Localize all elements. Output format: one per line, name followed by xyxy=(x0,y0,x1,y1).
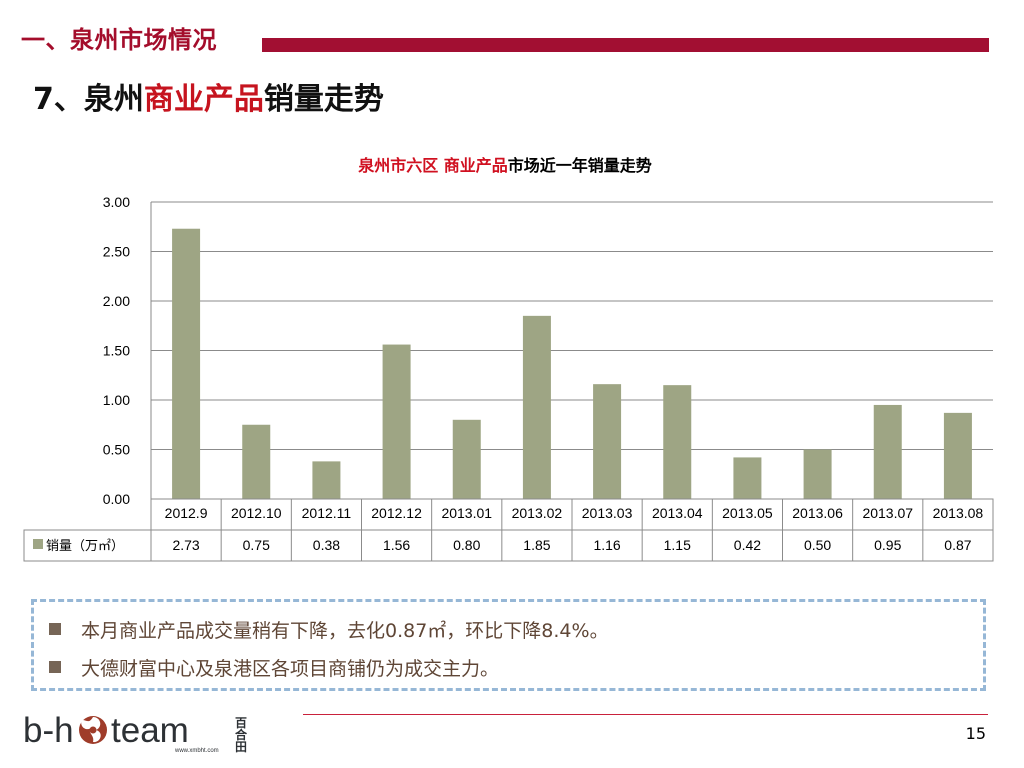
data-table-value: 0.95 xyxy=(874,537,901,553)
bar xyxy=(522,315,551,499)
data-table-value: 1.16 xyxy=(593,537,620,553)
x-tick-label: 2013.05 xyxy=(722,505,773,521)
bar xyxy=(593,384,622,499)
x-tick-label: 2013.04 xyxy=(652,505,703,521)
chart-title: 泉州市六区 商业产品市场近一年销量走势 xyxy=(160,154,850,178)
bar xyxy=(452,419,481,499)
note-text: 本月商业产品成交量稍有下降，去化0.87㎡，环比下降8.4%。 xyxy=(81,620,609,642)
notes-box: 本月商业产品成交量稍有下降，去化0.87㎡，环比下降8.4%。 大德财富中心及泉… xyxy=(31,599,986,691)
legend-swatch xyxy=(33,539,43,549)
x-tick-label: 2012.9 xyxy=(165,505,208,521)
section-title: 一、泉州市场情况 xyxy=(21,26,217,54)
x-tick-label: 2013.03 xyxy=(582,505,633,521)
x-tick-label: 2013.01 xyxy=(441,505,492,521)
svg-text:百: 百 xyxy=(235,716,247,730)
slide-title-accent: 商业产品 xyxy=(143,82,264,117)
y-tick-label: 1.50 xyxy=(103,343,130,359)
svg-text:田: 田 xyxy=(235,740,247,754)
x-tick-label: 2013.07 xyxy=(862,505,913,521)
bar xyxy=(733,457,762,499)
y-tick-label: 0.00 xyxy=(103,491,130,507)
data-table-value: 0.50 xyxy=(804,537,831,553)
slide-title-prefix: 7、泉州 xyxy=(33,82,144,117)
note-item: 本月商业产品成交量稍有下降，去化0.87㎡，环比下降8.4%。 xyxy=(49,616,609,646)
chart-title-highlight: 泉州市六区 商业产品 xyxy=(358,156,508,175)
data-table-value: 1.85 xyxy=(523,537,550,553)
bar xyxy=(382,344,411,499)
data-table-value: 0.38 xyxy=(313,537,340,553)
data-table-value: 0.80 xyxy=(453,537,480,553)
bar xyxy=(663,385,692,499)
square-bullet-icon xyxy=(49,661,61,673)
footer-divider xyxy=(303,714,988,715)
bhoteam-logo: b-h team 百 合 田 www.xmbht.com xyxy=(23,711,248,754)
slide-title-suffix: 销量走势 xyxy=(263,82,384,117)
legend-label: 销量（万㎡） xyxy=(46,539,124,554)
y-tick-label: 3.00 xyxy=(103,194,130,210)
x-tick-label: 2012.11 xyxy=(302,505,352,521)
x-tick-label: 2013.02 xyxy=(512,505,563,521)
x-tick-label: 2013.06 xyxy=(792,505,843,521)
data-table-value: 2.73 xyxy=(172,537,199,553)
y-tick-label: 2.50 xyxy=(103,244,130,260)
y-tick-label: 2.00 xyxy=(103,293,130,309)
data-table-value: 0.87 xyxy=(944,537,971,553)
bar xyxy=(172,228,201,500)
note-item: 大德财富中心及泉港区各项目商铺仍为成交主力。 xyxy=(49,654,499,684)
chart-title-main: 市场近一年销量走势 xyxy=(507,156,652,175)
square-bullet-icon xyxy=(49,623,61,635)
note-text: 大德财富中心及泉港区各项目商铺仍为成交主力。 xyxy=(81,658,500,680)
bar xyxy=(873,404,902,499)
flower-logo-icon xyxy=(79,716,107,744)
data-table-value: 0.42 xyxy=(734,537,761,553)
section-title-bar xyxy=(262,38,989,52)
y-tick-label: 0.50 xyxy=(103,442,130,458)
value-row-border xyxy=(23,529,994,562)
data-table-value: 1.56 xyxy=(383,537,410,553)
x-tick-label: 2013.08 xyxy=(933,505,984,521)
data-table-value: 0.75 xyxy=(243,537,270,553)
slide-title: 7、泉州商业产品销量走势 xyxy=(33,77,384,123)
bar xyxy=(943,412,972,499)
bar xyxy=(242,424,271,499)
page-number: 15 xyxy=(965,724,986,743)
svg-text:合: 合 xyxy=(235,727,248,742)
bar xyxy=(312,461,341,499)
x-tick-label: 2012.12 xyxy=(371,505,422,521)
logo-url: www.xmbht.com xyxy=(174,748,219,754)
data-table-value: 1.15 xyxy=(664,537,691,553)
svg-text:team: team xyxy=(111,711,189,750)
x-tick-label: 2012.10 xyxy=(231,505,282,521)
bar xyxy=(803,449,832,499)
svg-text:b-h: b-h xyxy=(23,711,74,750)
y-tick-label: 1.00 xyxy=(103,392,130,408)
